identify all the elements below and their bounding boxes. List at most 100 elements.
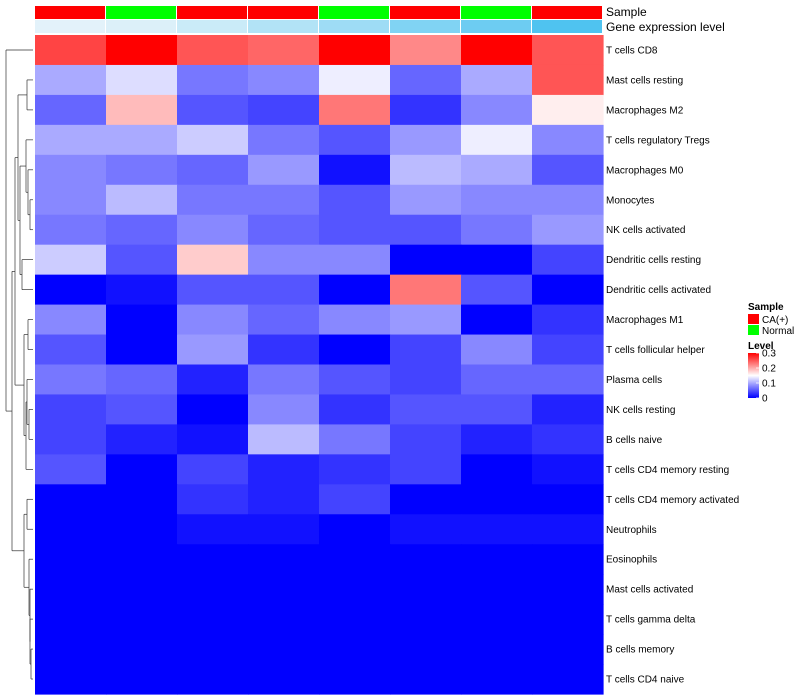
sample-annotation-track [35, 6, 602, 19]
row-label: Dendritic cells resting [606, 255, 701, 266]
heatmap-cell [248, 664, 320, 695]
row-label: Plasma cells [606, 375, 662, 386]
heatmap-cell [532, 634, 604, 665]
gene-expression-annotation-cell [319, 20, 389, 33]
row-label: T cells CD4 memory activated [606, 495, 739, 506]
heatmap-cell [248, 304, 320, 336]
heatmap-cell [532, 304, 604, 336]
heatmap-cell [461, 35, 533, 66]
heatmap-cell [248, 394, 320, 425]
heatmap-cell [106, 634, 178, 665]
heatmap-cell [106, 424, 178, 455]
heatmap-cell [390, 394, 462, 425]
heatmap-cell [177, 214, 249, 246]
heatmap-cell [35, 154, 107, 186]
row-label: Mast cells activated [606, 585, 693, 596]
heatmap-cell [35, 574, 107, 605]
gene-expression-annotation-track [35, 20, 602, 33]
heatmap-cell [35, 334, 107, 366]
heatmap-cell [532, 214, 604, 246]
heatmap-cell [390, 514, 462, 545]
legend-sample-title: Sample [748, 302, 784, 313]
heatmap-cell [35, 304, 107, 336]
heatmap-cell [319, 214, 391, 246]
heatmap-cell [177, 454, 249, 485]
gene-expression-annotation-cell [248, 20, 318, 33]
heatmap-cell [461, 64, 533, 96]
legend-level-tick-label: 0.3 [762, 349, 776, 360]
heatmap-cell [532, 364, 604, 396]
heatmap-cell [461, 484, 533, 515]
heatmap-cell [390, 664, 462, 695]
heatmap-cell [248, 184, 320, 216]
heatmap-cell [461, 124, 533, 156]
heatmap-cell [390, 244, 462, 276]
legend-swatch-normal [748, 325, 759, 335]
heatmap-cell [390, 304, 462, 336]
heatmap-cell [35, 544, 107, 575]
heatmap-cell [532, 184, 604, 216]
heatmap-cell [319, 664, 391, 695]
row-label: Eosinophils [606, 555, 657, 566]
heatmap-cell [248, 154, 320, 186]
heatmap-cell [319, 154, 391, 186]
row-label: T cells regulatory Tregs [606, 135, 710, 146]
row-label: T cells CD8 [606, 45, 658, 56]
heatmap-cell [461, 334, 533, 366]
row-label: Neutrophils [606, 525, 657, 536]
heatmap-cell [248, 214, 320, 246]
sample-annotation-cell [461, 6, 531, 19]
heatmap-cell [35, 424, 107, 455]
gene-expression-annotation-cell [177, 20, 247, 33]
heatmap-cell [319, 544, 391, 575]
heatmap-cell [390, 214, 462, 246]
heatmap-cell [177, 64, 249, 96]
heatmap-cell [532, 124, 604, 156]
heatmap-cell [461, 664, 533, 695]
heatmap-cell [106, 604, 178, 635]
heatmap-cell [390, 604, 462, 635]
row-dendrogram [5, 49, 33, 680]
heatmap-cell [177, 304, 249, 336]
row-label: B cells memory [606, 645, 674, 656]
heatmap-cell [461, 454, 533, 485]
legend-level-tick-label: 0 [762, 394, 768, 405]
heatmap-cell [461, 274, 533, 306]
gene-expression-annotation-label: Gene expression level [606, 20, 725, 34]
heatmap-cell [532, 574, 604, 605]
heatmap-cell [106, 244, 178, 276]
sample-annotation-cell [532, 6, 602, 19]
heatmap-cell [390, 274, 462, 306]
gene-expression-annotation-cell [106, 20, 176, 33]
heatmap-cell [106, 334, 178, 366]
heatmap-cell [319, 124, 391, 156]
heatmap-cell [177, 424, 249, 455]
heatmap-cell [390, 94, 462, 126]
sample-annotation-cell [106, 6, 176, 19]
heatmap-cell [248, 454, 320, 485]
heatmap-cell [177, 574, 249, 605]
row-label: T cells CD4 memory resting [606, 465, 729, 476]
heatmap-cell [319, 634, 391, 665]
heatmap-cell [35, 604, 107, 635]
heatmap-cell [35, 64, 107, 96]
heatmap-cell [106, 304, 178, 336]
heatmap-cell [106, 184, 178, 216]
heatmap-cell [177, 604, 249, 635]
heatmap-cell [532, 664, 604, 695]
legend-swatch-ca [748, 314, 759, 324]
gene-expression-annotation-cell [390, 20, 460, 33]
heatmap-cell [35, 244, 107, 276]
heatmap-cell [461, 154, 533, 186]
heatmap-cell [35, 94, 107, 126]
heatmap-cell [390, 634, 462, 665]
legend-label-ca: CA(+) [762, 315, 788, 326]
heatmap-cell [461, 244, 533, 276]
heatmap-cell [177, 364, 249, 396]
row-label: Macrophages M1 [606, 315, 684, 326]
gene-expression-annotation-cell [461, 20, 531, 33]
heatmap-cell [532, 484, 604, 515]
heatmap-cell [319, 35, 391, 66]
heatmap-cell [177, 634, 249, 665]
legend-level-tick-label: 0.2 [762, 364, 776, 375]
